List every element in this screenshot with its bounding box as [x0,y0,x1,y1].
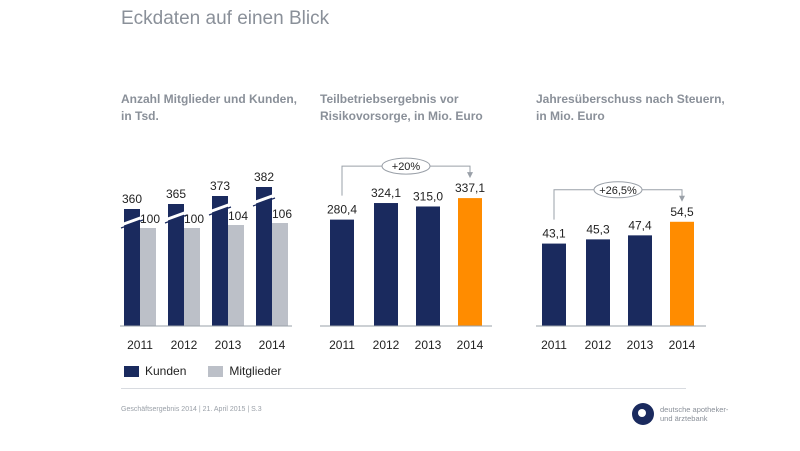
opres-bar-2011 [330,219,354,326]
axis-break-line-2012 [164,214,188,224]
legend-swatch-kunden [124,365,139,377]
label-kunden-2012: 365 [166,187,186,201]
footer-divider [121,388,686,389]
netinc-label-2014: 54,5 [670,205,694,219]
page-title: Eckdaten auf einen Blick [121,8,330,29]
bar-kunden-2012 [168,204,184,326]
axis-break-2011 [120,215,144,227]
bar-kunden-2014 [256,187,272,326]
bar-mitglieder-2012 [184,228,200,326]
axis-break-2012 [164,210,188,222]
netinc-tick-2014: 2014 [669,338,696,352]
netinc-growth-badge [593,181,643,199]
legend: Kunden Mitglieder [124,364,303,378]
opres-tick-2013: 2013 [415,338,442,352]
netinc-bar-2012 [586,239,610,326]
brand-logo: deutsche apotheker- und ärztebank [632,403,728,425]
bar-mitglieder-2013 [228,225,244,326]
legend-item-kunden: Kunden [124,364,186,378]
tick-label-members-2011: 2011 [127,338,153,352]
opres-growth-badge [381,157,431,175]
bar-mitglieder-2011 [140,228,156,326]
opres-label-2012: 324,1 [371,186,401,200]
opres-tick-2014: 2014 [457,338,484,352]
netinc-growth-arrow-icon [679,195,685,202]
tick-label-members-2012: 2012 [171,338,198,352]
label-kunden-2014: 382 [254,170,274,184]
label-mitglieder-2012: 100 [184,212,204,226]
opres-tick-2012: 2012 [373,338,400,352]
opres-tick-2011: 2011 [329,338,355,352]
chart-title-net-income: Jahresüberschuss nach Steuern, in Mio. E… [536,92,725,123]
netinc-label-2011: 43,1 [542,227,566,241]
bank-logo-icon [632,403,654,425]
axis-break-line-2011 [120,219,144,229]
bar-mitglieder-2014 [272,223,288,326]
netinc-bar-2014 [670,221,694,326]
opres-bar-2012 [374,203,398,326]
label-mitglieder-2013: 104 [228,209,248,223]
axis-break-2013 [208,202,232,214]
opres-growth-arrow-icon [467,172,473,179]
opres-label-2011: 280,4 [327,203,357,217]
label-kunden-2011: 360 [122,192,142,206]
netinc-tick-2013: 2013 [627,338,654,352]
legend-label-kunden: Kunden [145,364,187,378]
netinc-label-2012: 45,3 [586,222,610,236]
brand-text: deutsche apotheker- und ärztebank [660,405,729,423]
label-mitglieder-2014: 106 [272,207,292,221]
opres-bar-2013 [416,206,440,326]
opres-label-2014: 337,1 [455,181,485,195]
label-kunden-2013: 373 [210,179,230,193]
legend-swatch-mitglieder [208,365,224,377]
axis-break-line-2014 [252,197,276,207]
tick-label-members-2013: 2013 [215,338,242,352]
bar-kunden-2011 [124,209,140,326]
legend-label-mitglieder: Mitglieder [229,364,282,378]
chart-title-operating-result: Teilbetriebsergebnis vor Risikovorsorge,… [320,92,483,123]
opres-growth-label: +20% [392,161,421,173]
label-mitglieder-2011: 100 [140,212,160,226]
netinc-tick-2012: 2012 [585,338,612,352]
opres-bar-2014 [458,198,482,326]
netinc-bar-2011 [542,243,566,326]
chart-title-members: Anzahl Mitglieder und Kunden, in Tsd. [121,92,297,123]
netinc-tick-2011: 2011 [541,338,567,352]
tick-label-members-2014: 2014 [259,338,286,352]
netinc-growth-label: +26,5% [599,185,637,197]
axis-break-line-2013 [208,206,232,216]
bar-kunden-2013 [212,196,228,326]
axis-break-2014 [252,193,276,205]
footer-text: Geschäftsergebnis 2014 | 21. April 2015 … [121,406,262,413]
legend-item-mitglieder: Mitglieder [208,364,281,378]
opres-label-2013: 315,0 [413,189,443,203]
netinc-bar-2013 [628,235,652,326]
netinc-label-2013: 47,4 [628,218,652,232]
